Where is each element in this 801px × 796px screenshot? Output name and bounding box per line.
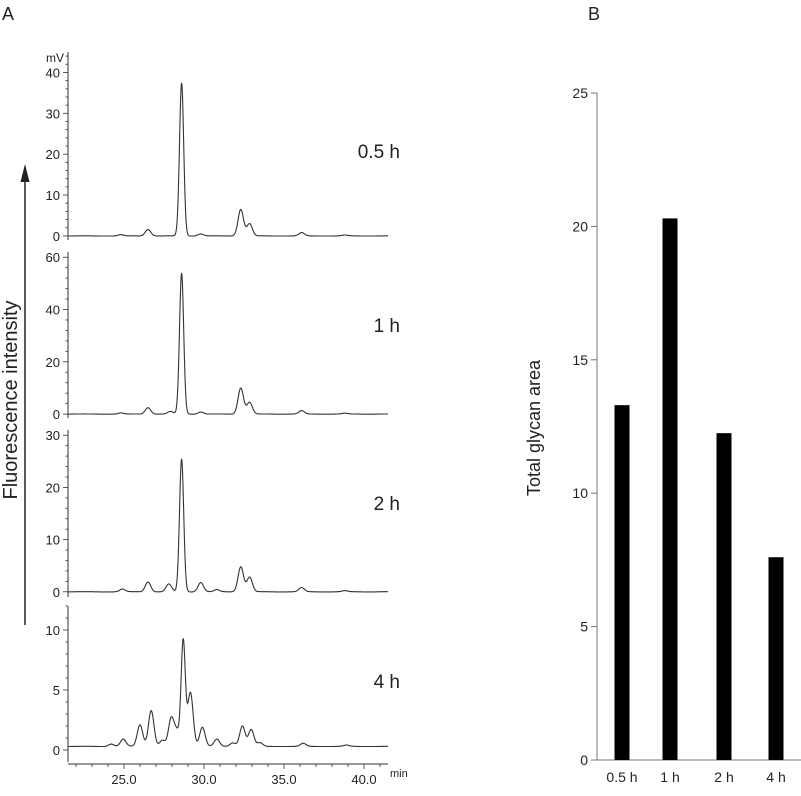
bar: [716, 433, 732, 760]
trace-label: 4 h: [374, 672, 400, 693]
y-tick-label: 15: [572, 352, 588, 368]
x-tick-label: 25.0: [111, 772, 136, 787]
panel-label-b: B: [588, 4, 600, 24]
y-tick-label: 10: [46, 533, 60, 548]
y-axis-label-b: Total glycan area: [524, 359, 544, 496]
x-tick-label: 1 h: [660, 769, 679, 785]
chromatogram-panel: 0 10 20 30 40 0.5 h 0 20 40 60 1 h 0 10 20 30 2 h 0 5 10 4 …: [46, 52, 400, 787]
bar: [768, 557, 784, 760]
y-tick-label: 0: [580, 752, 588, 768]
x-tick-label: 40.0: [351, 772, 376, 787]
y-tick-label: 0: [53, 585, 60, 600]
trace-label: 0.5 h: [358, 142, 400, 163]
y-tick-label: 60: [46, 250, 60, 265]
trace-label: 1 h: [374, 316, 400, 337]
bar: [662, 218, 678, 760]
y-unit-label: mV: [46, 51, 64, 65]
y-axis-label-a: Fluorescence intensity: [0, 301, 22, 500]
trace-label: 2 h: [374, 494, 400, 515]
y-tick-label: 10: [46, 188, 60, 203]
y-tick-label: 20: [572, 218, 588, 234]
fluorescence-arrow: [20, 164, 30, 625]
chromatogram-trace: [68, 272, 388, 415]
y-tick-label: 30: [46, 428, 60, 443]
chromatogram-trace: [68, 82, 388, 237]
chromatogram-trace: [68, 638, 388, 748]
y-tick-label: 20: [46, 147, 60, 162]
panel-label-a: A: [2, 4, 14, 24]
y-tick-label: 5: [53, 683, 60, 698]
x-unit-label: min: [390, 768, 408, 780]
y-tick-label: 40: [46, 303, 60, 318]
y-tick-label: 25: [572, 85, 588, 101]
x-tick-label: 30.0: [191, 772, 216, 787]
y-tick-label: 20: [46, 480, 60, 495]
x-tick-label: 2 h: [714, 769, 733, 785]
y-tick-label: 30: [46, 106, 60, 121]
y-tick-label: 10: [572, 485, 588, 501]
bar: [614, 405, 630, 760]
bar-chart-panel: 0 5 10 15 20 25 0.5 h 1 h 2 h 4 h: [572, 85, 801, 785]
y-tick-label: 5: [580, 619, 588, 635]
x-tick-label: 35.0: [271, 772, 296, 787]
y-tick-label: 40: [46, 65, 60, 80]
x-tick-label: 4 h: [766, 769, 785, 785]
y-tick-label: 0: [53, 407, 60, 422]
y-tick-label: 20: [46, 355, 60, 370]
y-tick-label: 10: [46, 623, 60, 638]
x-tick-label: 0.5 h: [606, 769, 637, 785]
y-tick-label: 0: [53, 229, 60, 244]
chromatogram-trace: [68, 458, 388, 593]
y-tick-label: 0: [53, 743, 60, 758]
